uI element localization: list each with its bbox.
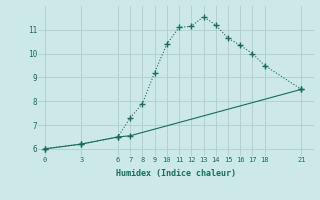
X-axis label: Humidex (Indice chaleur): Humidex (Indice chaleur) — [116, 169, 236, 178]
